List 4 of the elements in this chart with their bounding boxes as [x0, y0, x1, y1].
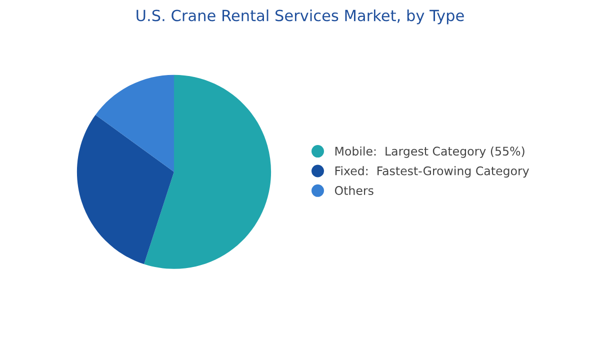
- legend-label: Mobile: Largest Category (55%): [335, 146, 524, 158]
- chart-title: U.S. Crane Rental Services Market, by Type: [136, 9, 464, 24]
- legend-label: Others: [334, 186, 374, 195]
- legend-label: Fixed: Fastest-Growing Category: [335, 166, 530, 178]
